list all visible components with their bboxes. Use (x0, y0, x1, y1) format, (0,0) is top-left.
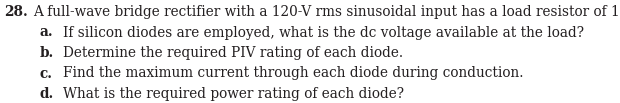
Text: a.: a. (40, 26, 53, 39)
Text: What is the required power rating of each diode?: What is the required power rating of eac… (63, 87, 404, 101)
Text: c.: c. (40, 67, 53, 81)
Text: Find the maximum current through each diode during conduction.: Find the maximum current through each di… (63, 67, 523, 81)
Text: Determine the required PIV rating of each diode.: Determine the required PIV rating of eac… (63, 46, 403, 60)
Text: If silicon diodes are employed, what is the dc voltage available at the load?: If silicon diodes are employed, what is … (63, 26, 584, 39)
Text: d.: d. (40, 87, 55, 101)
Text: A full-wave bridge rectifier with a 120-V rms sinusoidal input has a load resist: A full-wave bridge rectifier with a 120-… (33, 5, 620, 19)
Text: 28.: 28. (4, 5, 28, 19)
Text: b.: b. (40, 46, 55, 60)
